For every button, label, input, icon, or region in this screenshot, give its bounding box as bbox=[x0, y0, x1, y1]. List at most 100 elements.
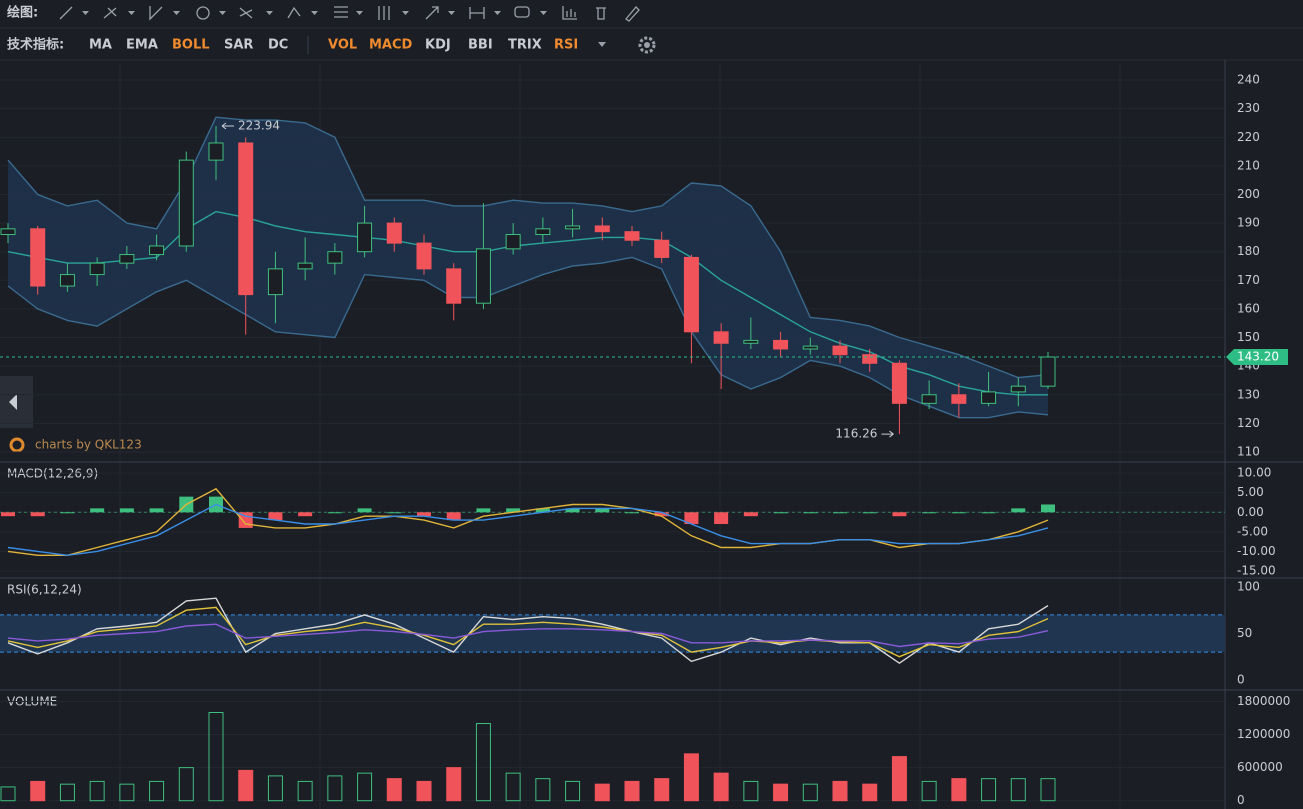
indicator-button[interactable]: SAR bbox=[224, 38, 253, 53]
macd-bar bbox=[981, 512, 996, 514]
candle-body bbox=[832, 345, 848, 356]
macd-bar bbox=[387, 512, 402, 514]
volume-bar bbox=[178, 767, 194, 802]
macd-bar bbox=[476, 508, 491, 513]
volume-bar bbox=[535, 778, 551, 802]
volume-bar bbox=[416, 780, 432, 802]
volume-bar bbox=[327, 775, 343, 802]
macd-bar bbox=[922, 512, 937, 514]
candle-body bbox=[535, 228, 551, 236]
candle-body bbox=[475, 248, 491, 304]
macd-bar bbox=[268, 512, 283, 521]
y-tick-label: 220 bbox=[1237, 130, 1260, 144]
y-tick-label: -15.00 bbox=[1237, 563, 1276, 577]
volume-bar bbox=[683, 753, 699, 802]
indicator-button[interactable]: KDJ bbox=[425, 38, 451, 53]
candle-body bbox=[327, 251, 343, 264]
y-tick-label: 120 bbox=[1237, 416, 1260, 430]
candle-body bbox=[1010, 385, 1026, 393]
macd-bar bbox=[119, 508, 134, 513]
candle-body bbox=[862, 354, 878, 364]
settings-gear[interactable] bbox=[638, 36, 656, 54]
macd-bar bbox=[743, 512, 758, 517]
y-tick-label: 1200000 bbox=[1237, 727, 1290, 741]
indicator-button[interactable]: BBI bbox=[468, 38, 493, 53]
draw-label: 绘图: bbox=[7, 5, 38, 21]
macd-bar bbox=[803, 512, 818, 514]
y-tick-label: 200 bbox=[1237, 187, 1260, 201]
watermark: charts by QKL123 bbox=[35, 438, 142, 452]
boll-lower bbox=[7, 256, 1049, 419]
indicator-button[interactable]: MA bbox=[89, 38, 112, 53]
volume-bar bbox=[0, 786, 16, 802]
volume-bar bbox=[149, 780, 165, 802]
collapse-button[interactable] bbox=[0, 376, 33, 428]
volume-bar bbox=[773, 783, 789, 802]
volume-bar bbox=[624, 780, 640, 802]
candle-body bbox=[386, 222, 402, 244]
volume-bar bbox=[208, 712, 224, 802]
candle-body bbox=[713, 331, 729, 344]
y-tick-label: 160 bbox=[1237, 301, 1260, 315]
indicator-button[interactable]: BOLL bbox=[172, 38, 210, 53]
macd-bar bbox=[951, 512, 966, 514]
candle-body bbox=[357, 222, 373, 253]
volume-bar bbox=[505, 772, 521, 802]
volume-bar bbox=[743, 780, 759, 802]
candle-body bbox=[951, 394, 967, 404]
macd-bar bbox=[30, 512, 45, 517]
volume-bar bbox=[951, 778, 967, 802]
candle-body bbox=[654, 239, 670, 258]
macd-bar bbox=[1, 512, 15, 517]
macd-bar bbox=[446, 512, 461, 521]
macd-bar bbox=[684, 512, 699, 525]
last-price-label: 143.20 bbox=[1237, 349, 1279, 363]
macd-bar bbox=[892, 512, 907, 517]
draw-tools[interactable] bbox=[59, 6, 640, 22]
volume-bar bbox=[89, 780, 105, 802]
volume-bar bbox=[238, 769, 254, 802]
candle-body bbox=[119, 254, 135, 264]
indicator-button[interactable]: MACD bbox=[369, 38, 413, 53]
macd-bar bbox=[565, 508, 580, 513]
candle-body bbox=[238, 142, 254, 296]
y-tick-label: 180 bbox=[1237, 244, 1260, 258]
macd-bar bbox=[357, 508, 372, 513]
candle-body bbox=[0, 228, 16, 236]
volume-bar bbox=[891, 756, 907, 802]
indicator-button[interactable]: TRIX bbox=[508, 38, 542, 53]
candle-body bbox=[149, 245, 165, 256]
indicator-button[interactable]: VOL bbox=[328, 38, 357, 53]
annotation-arrow bbox=[221, 122, 234, 130]
volume-bar bbox=[832, 780, 848, 802]
y-tick-label: 5.00 bbox=[1237, 485, 1264, 499]
y-tick-label: 0.00 bbox=[1237, 505, 1264, 519]
y-tick-label: -10.00 bbox=[1237, 544, 1276, 558]
low-annotation: 116.26 bbox=[835, 427, 877, 441]
rsi-line bbox=[7, 623, 1049, 648]
candle-body bbox=[1040, 356, 1056, 387]
y-tick-label: 600000 bbox=[1237, 760, 1283, 774]
candle-body bbox=[89, 262, 105, 276]
y-tick-label: 150 bbox=[1237, 330, 1260, 344]
y-tick-label: 100 bbox=[1237, 579, 1260, 593]
candle-body bbox=[208, 142, 224, 161]
volume-bar bbox=[565, 780, 581, 802]
volume-bar bbox=[475, 723, 491, 802]
candle-body bbox=[267, 268, 283, 296]
candle-body bbox=[565, 225, 581, 230]
volume-bar bbox=[297, 780, 313, 802]
candle-body bbox=[416, 242, 432, 270]
indicator-button[interactable]: RSI bbox=[554, 38, 578, 53]
macd-bar bbox=[833, 512, 847, 514]
macd-bar bbox=[862, 512, 877, 514]
macd-bar bbox=[625, 512, 639, 514]
macd-bar bbox=[654, 512, 669, 517]
indicator-button[interactable]: DC bbox=[268, 38, 288, 53]
macd-bar bbox=[1041, 504, 1055, 513]
y-tick-label: 190 bbox=[1237, 216, 1260, 230]
indicator-button[interactable]: EMA bbox=[126, 38, 158, 53]
y-tick-label: -5.00 bbox=[1237, 524, 1268, 538]
